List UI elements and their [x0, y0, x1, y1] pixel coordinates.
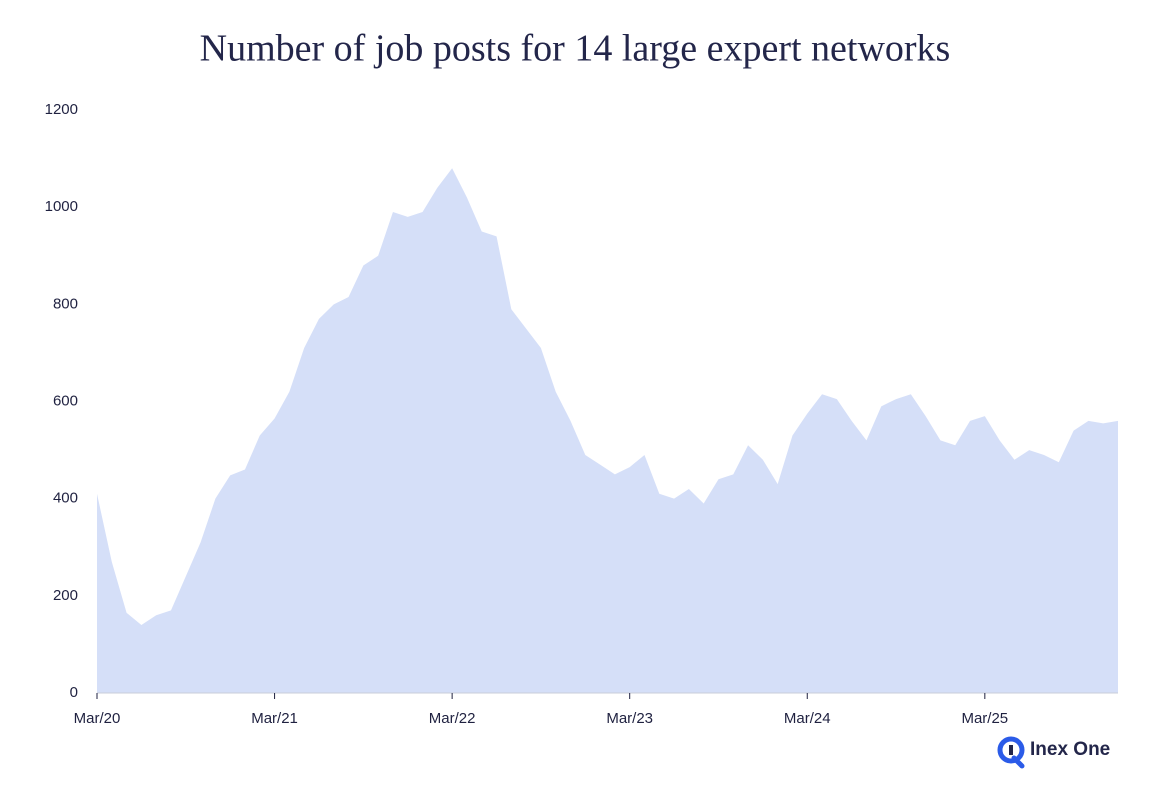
area	[97, 168, 1118, 694]
y-tick-label: 800	[53, 295, 78, 312]
x-tick-label: Mar/20	[74, 710, 121, 727]
y-tick-label: 0	[70, 684, 78, 701]
x-tick-label: Mar/23	[606, 710, 653, 727]
logo-icon	[997, 736, 1025, 769]
y-tick-label: 200	[53, 587, 78, 604]
y-tick-label: 1200	[45, 101, 78, 118]
x-tick-label: Mar/21	[251, 710, 298, 727]
y-tick-label: 1000	[45, 198, 78, 215]
y-tick-label: 400	[53, 490, 78, 507]
y-tick-label: 600	[53, 392, 78, 409]
x-tick-label: Mar/25	[961, 710, 1008, 727]
chart-title: Number of job posts for 14 large expert …	[200, 28, 951, 70]
logo-text: Inex One	[1030, 739, 1110, 760]
x-tick-label: Mar/22	[429, 710, 476, 727]
x-tick-label: Mar/24	[784, 710, 831, 727]
